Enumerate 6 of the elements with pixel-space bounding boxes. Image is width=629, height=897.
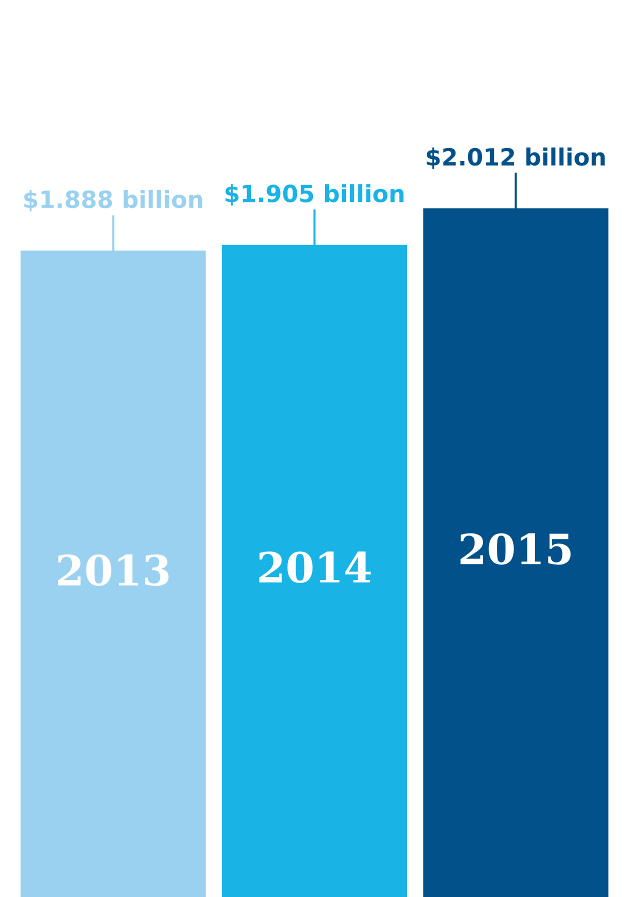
data-label: $1.888 billion bbox=[24, 190, 202, 212]
data-label: $1.905 billion bbox=[226, 184, 404, 206]
x-tick-label: 2013 bbox=[58, 554, 169, 586]
x-tick-label: 2014 bbox=[259, 552, 371, 584]
data-label: $2.012 billion bbox=[426, 148, 605, 169]
x-tick-label: 2015 bbox=[460, 533, 571, 565]
